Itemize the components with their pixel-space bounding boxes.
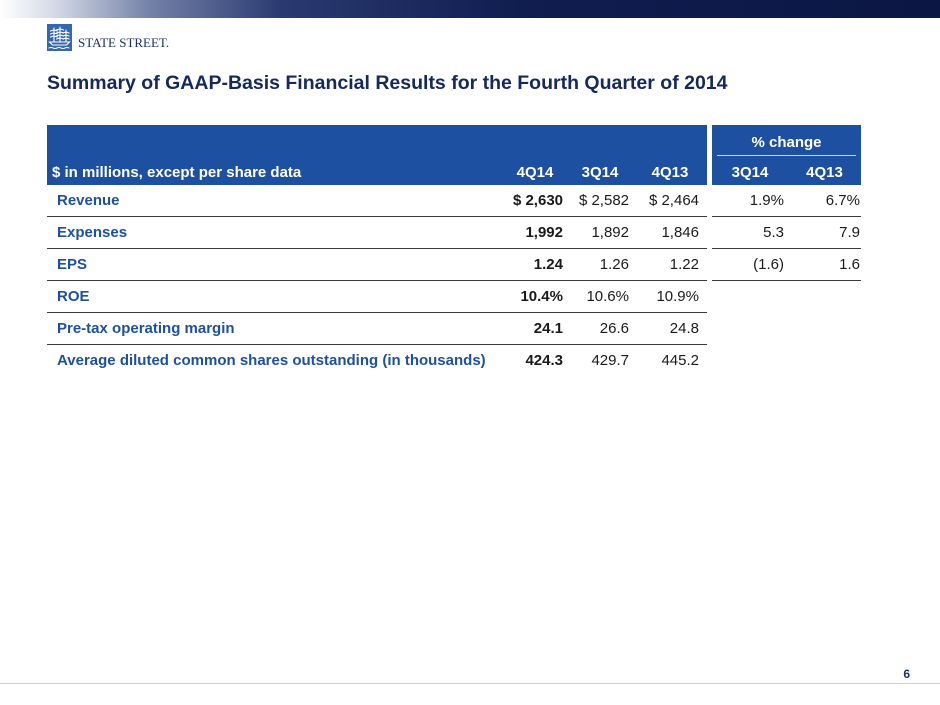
header-band <box>47 125 707 160</box>
column-header-pct-vs-3q14: 3Q14 <box>712 160 788 185</box>
value-pct-vs-3q14 <box>712 345 788 377</box>
column-header-label: $ in millions, except per share data <box>47 160 503 185</box>
value-pct-vs-3q14: (1.6) <box>712 249 788 281</box>
page-title: Summary of GAAP-Basis Financial Results … <box>47 72 728 94</box>
value-4q13: 1.22 <box>633 249 707 281</box>
value-3q14: 1.26 <box>567 249 633 281</box>
column-gap <box>707 185 712 217</box>
value-4q14: 424.3 <box>525 352 563 369</box>
value-4q14: 10.4% <box>503 281 567 313</box>
value-pct-vs-4q13: 6.7% <box>788 185 861 217</box>
column-gap <box>707 345 712 377</box>
column-gap <box>707 217 712 249</box>
value-4q14: $ 2,630 <box>503 185 567 217</box>
value-4q13: 1,846 <box>633 217 707 249</box>
value-4q13: 10.9% <box>633 281 707 313</box>
percent-change-group-header: % change <box>712 125 861 160</box>
value-pct-vs-3q14: 1.9% <box>712 185 788 217</box>
value-3q14: $ 2,582 <box>567 185 633 217</box>
value-3q14: 1,892 <box>567 217 633 249</box>
value-3q14: 10.6% <box>567 281 633 313</box>
percent-change-label: % change <box>751 133 822 151</box>
state-street-logo: STATE STREET. <box>47 24 177 52</box>
top-gradient-bar <box>0 0 940 18</box>
column-header-pct-vs-4q13: 4Q13 <box>788 160 861 185</box>
logo-wordmark: STATE STREET. <box>78 35 170 50</box>
page-number: 6 <box>903 667 910 681</box>
value-pct-vs-4q13 <box>788 313 861 345</box>
column-gap <box>707 313 712 345</box>
row-label: Expenses <box>47 217 503 249</box>
footer-divider <box>0 683 940 684</box>
percent-change-underline <box>717 155 856 156</box>
value-3q14: 26.6 <box>567 313 633 345</box>
value-pct-vs-4q13: 7.9 <box>788 217 861 249</box>
value-pct-vs-3q14 <box>712 313 788 345</box>
row-label: Pre-tax operating margin <box>47 313 503 345</box>
value-pct-vs-4q13 <box>788 345 861 377</box>
row-label: EPS <box>47 249 503 281</box>
value-pct-vs-3q14 <box>712 281 788 313</box>
value-3q14: 429.7 <box>591 352 629 369</box>
column-header-3q14: 3Q14 <box>567 160 633 185</box>
column-gap <box>707 125 712 160</box>
value-4q13: 445.2 <box>661 352 699 369</box>
value-4q14: 1.24 <box>503 249 567 281</box>
column-gap <box>707 160 712 185</box>
value-pct-vs-4q13 <box>788 281 861 313</box>
column-gap <box>707 249 712 281</box>
row-label: Revenue <box>47 185 503 217</box>
row-label: ROE <box>47 281 503 313</box>
column-gap <box>707 281 712 313</box>
ship-emblem-icon <box>47 24 72 51</box>
value-4q14: 24.1 <box>503 313 567 345</box>
value-4q14: 1,992 <box>503 217 567 249</box>
column-header-4q14: 4Q14 <box>503 160 567 185</box>
financial-results-table: % change $ in millions, except per share… <box>47 125 861 377</box>
value-4q13: $ 2,464 <box>633 185 707 217</box>
column-header-4q13: 4Q13 <box>633 160 707 185</box>
value-pct-vs-3q14: 5.3 <box>712 217 788 249</box>
value-4q13: 24.8 <box>633 313 707 345</box>
value-pct-vs-4q13: 1.6 <box>788 249 861 281</box>
row-label: Average diluted common shares outstandin… <box>57 352 486 369</box>
